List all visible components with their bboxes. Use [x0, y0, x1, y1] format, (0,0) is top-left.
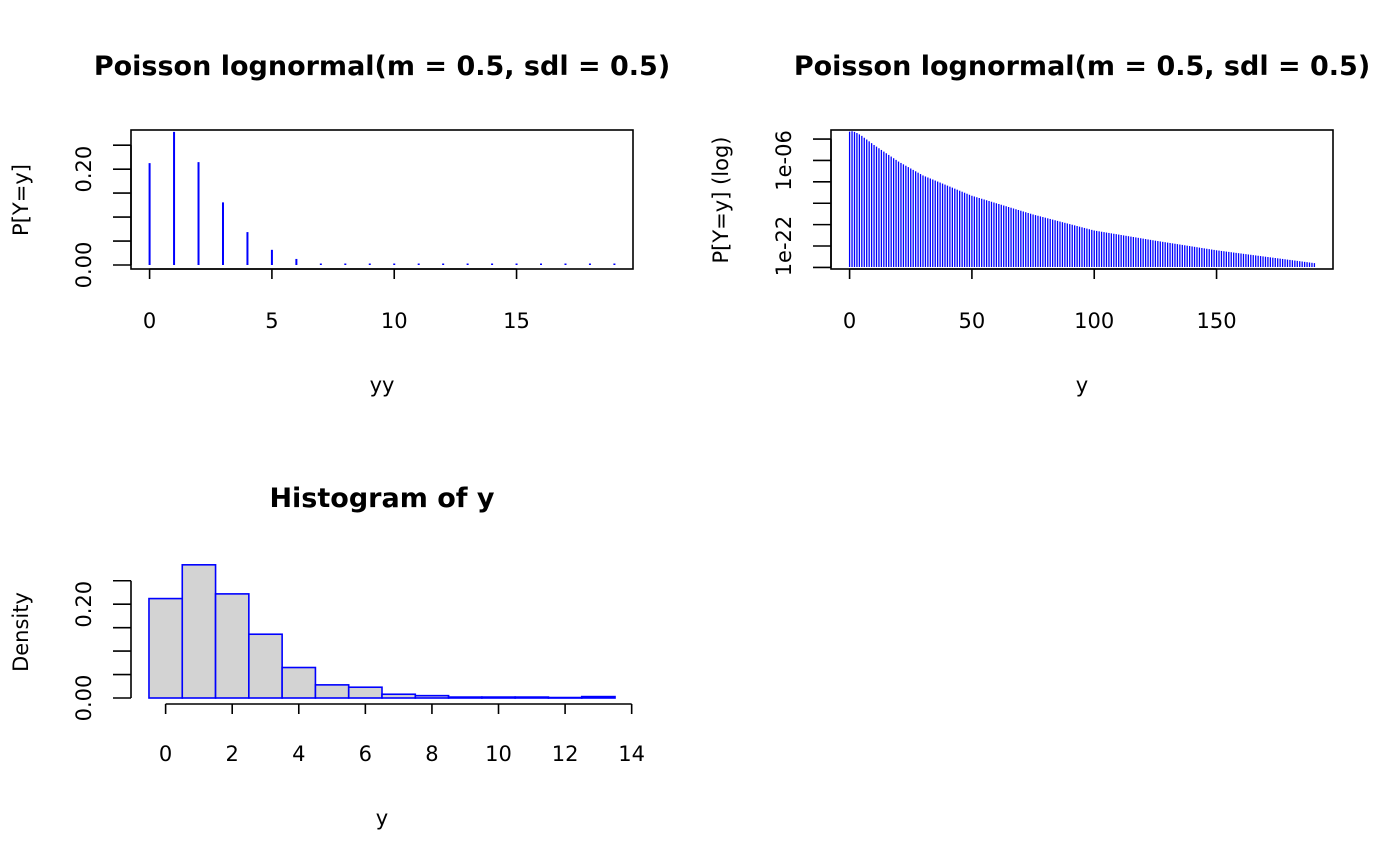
hist-bar — [181, 564, 217, 699]
hist-y-tick-label: 0.20 — [72, 581, 96, 628]
pmf-y-label: P[Y=y] — [9, 164, 33, 236]
pmf-log-x-tick-label: 100 — [1074, 309, 1114, 333]
hist-bar — [514, 696, 550, 699]
hist-bar — [314, 684, 350, 699]
hist-x-tick-label: 0 — [159, 742, 172, 766]
pmf-x-label: yy — [370, 373, 395, 397]
pmf-log-y-tick-label: 1e-22 — [772, 216, 796, 277]
hist-x-tick-label: 4 — [292, 742, 305, 766]
pmf-log-x-tick-label: 0 — [843, 309, 856, 333]
panel-pmf: Poisson lognormal(m = 0.5, sdl = 0.5) 0 5… — [9, 51, 670, 397]
hist-bar — [481, 696, 516, 699]
hist-x-axis: 0 2 4 6 8 10 12 14 — [159, 703, 645, 766]
hist-bar — [447, 696, 483, 699]
pmf-x-tick-label: 10 — [381, 309, 408, 333]
panel-pmf-log: Poisson lognormal(m = 0.5, sdl = 0.5) 0 5… — [709, 51, 1370, 397]
pmf-y-axis: 0.00 0.20 — [72, 144, 132, 289]
pmf-log-y-label: P[Y=y] (log) — [709, 137, 733, 264]
pmf-marks — [148, 131, 616, 265]
hist-x-tick-label: 14 — [618, 742, 645, 766]
pmf-plot-frame — [130, 129, 634, 270]
hist-bar — [148, 597, 184, 699]
hist-bar — [414, 694, 450, 699]
hist-x-label: y — [376, 806, 388, 830]
hist-bar — [580, 695, 616, 699]
pmf-y-tick-label: 0.00 — [72, 242, 96, 289]
hist-title: Histogram of y — [269, 483, 494, 514]
hist-x-tick-label: 10 — [485, 742, 512, 766]
hist-y-axis: 0.00 0.20 — [72, 579, 132, 722]
hist-bar — [281, 666, 317, 699]
hist-y-tick-label: 0.00 — [72, 675, 96, 722]
pmf-title: Poisson lognormal(m = 0.5, sdl = 0.5) — [94, 51, 670, 82]
pmf-x-tick-label: 5 — [265, 309, 278, 333]
hist-bar — [214, 593, 250, 699]
hist-x-tick-label: 6 — [359, 742, 372, 766]
pmf-log-title: Poisson lognormal(m = 0.5, sdl = 0.5) — [794, 51, 1370, 82]
pmf-y-tick-label: 0.20 — [72, 146, 96, 193]
pmf-x-tick-label: 0 — [143, 309, 156, 333]
hist-bar — [381, 693, 417, 699]
pmf-log-x-tick-label: 50 — [959, 309, 986, 333]
pmf-log-x-tick-label: 150 — [1197, 309, 1237, 333]
pmf-log-x-label: y — [1076, 373, 1088, 397]
pmf-log-y-tick-label: 1e-06 — [772, 130, 796, 191]
pmf-x-axis: 0 5 10 15 — [143, 268, 530, 333]
hist-bar — [347, 686, 383, 699]
hist-x-tick-label: 12 — [552, 742, 579, 766]
panel-histogram: Histogram of y 0 2 4 6 8 10 12 14 0.00 0.20 y De… — [9, 483, 645, 830]
pmf-x-tick-label: 15 — [503, 309, 530, 333]
hist-x-tick-label: 2 — [226, 742, 239, 766]
pmf-log-x-axis: 0 50 100 150 — [843, 268, 1237, 333]
hist-marks — [148, 564, 616, 699]
hist-x-tick-label: 8 — [425, 742, 438, 766]
pmf-log-y-axis: 1e-22 1e-06 — [772, 130, 832, 277]
hist-bar — [547, 696, 583, 699]
hist-y-label: Density — [9, 592, 33, 672]
pmf-log-marks — [848, 131, 1316, 267]
hist-bar — [248, 633, 283, 699]
